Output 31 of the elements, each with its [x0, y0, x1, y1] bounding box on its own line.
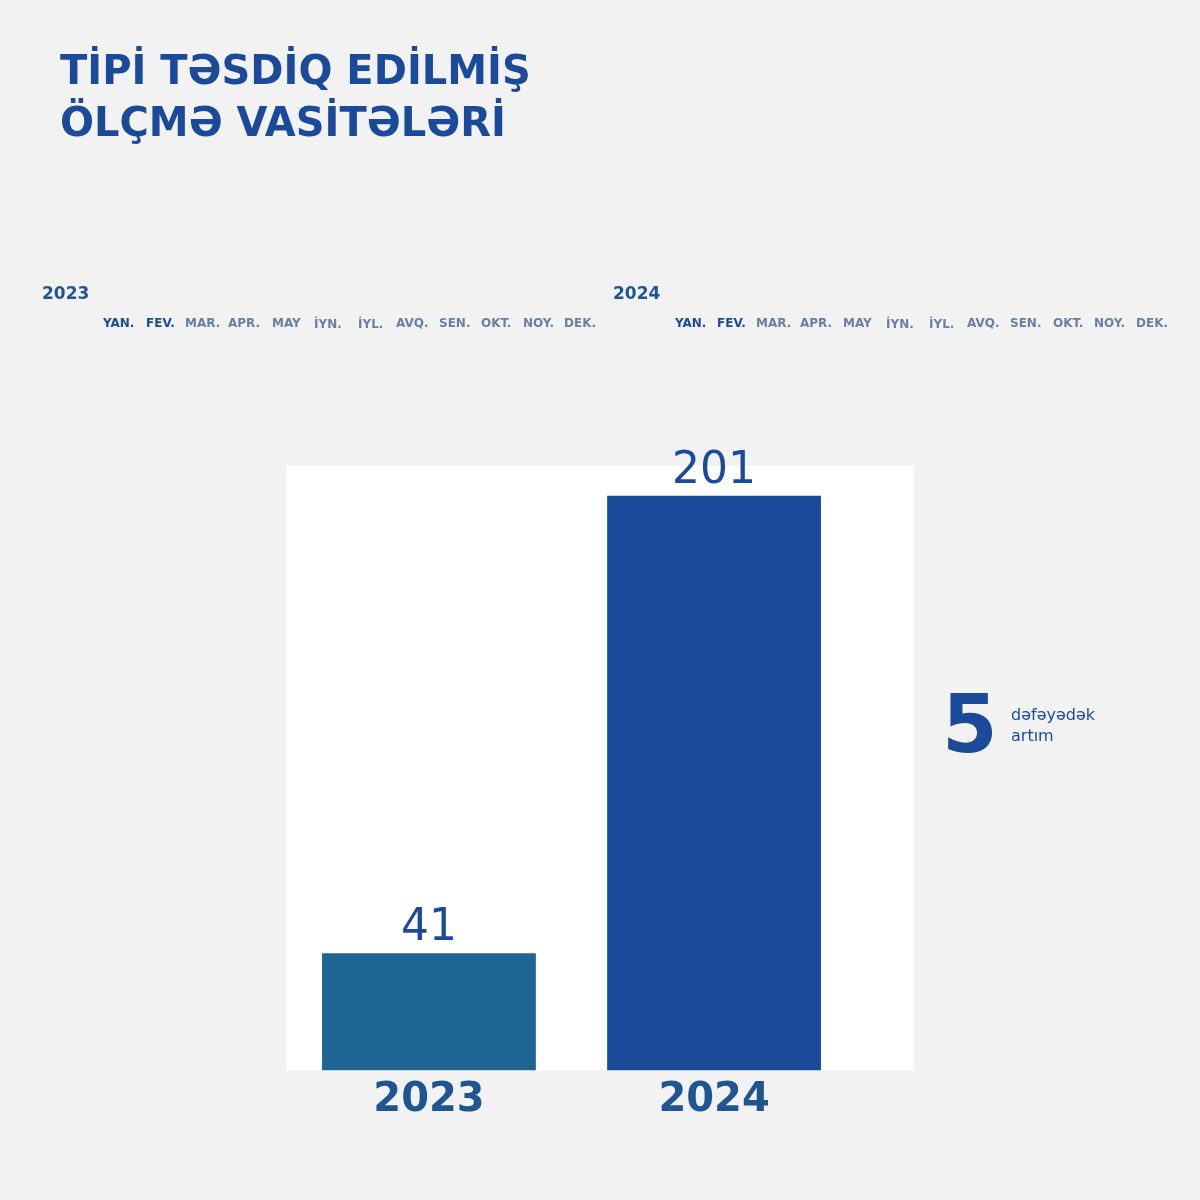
text: FEV.: [717, 316, 746, 330]
text: 5: [942, 678, 998, 771]
text: İYN.: [886, 316, 914, 331]
text: DEK.: [564, 316, 597, 330]
text: MAR.: [756, 316, 792, 330]
text: YAN.: [674, 316, 707, 330]
text: MAR.: [185, 316, 221, 330]
text: NOY.: [1094, 316, 1126, 330]
text: FEV.: [146, 316, 175, 330]
text: YAN.: [102, 316, 135, 330]
text: SEN.: [439, 316, 471, 330]
text: 2024: [613, 283, 661, 303]
text: AVQ.: [396, 316, 429, 330]
text: NOY.: [523, 316, 555, 330]
text: İYL.: [929, 316, 955, 331]
text: İYL.: [358, 316, 384, 331]
text: İYN.: [314, 316, 342, 331]
chart-title: TİPİ TƏSDİQ EDİLMİŞ ÖLÇMƏ VASİTƏLƏRİ: [60, 46, 531, 145]
text: MAY: [843, 316, 873, 330]
data-label: 41: [400, 899, 457, 951]
data-label: 201: [672, 441, 757, 493]
text: OKT.: [1053, 316, 1084, 330]
text: 2023: [42, 283, 90, 303]
text: APR.: [228, 316, 261, 330]
text: SEN.: [1010, 316, 1042, 330]
text: DEK.: [1136, 316, 1169, 330]
text: APR.: [800, 316, 833, 330]
text: MAY: [272, 316, 302, 330]
text: OKT.: [481, 316, 512, 330]
text: AVQ.: [967, 316, 1000, 330]
text: dəfəyədək artım: [1011, 705, 1096, 745]
